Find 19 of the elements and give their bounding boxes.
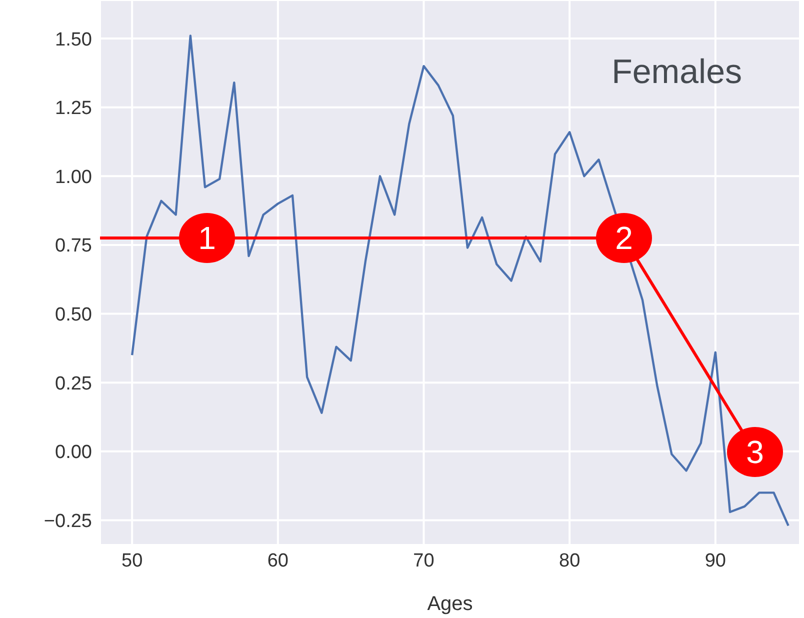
y-tick-label: 0.25	[55, 373, 92, 394]
x-tick-label: 90	[704, 550, 726, 572]
y-tick-label: 1.00	[55, 166, 92, 188]
y-tick-label: 0.00	[55, 442, 92, 464]
x-tick-label: 80	[559, 550, 580, 572]
annotation: 3	[746, 434, 764, 470]
y-tick-label: −0.25	[44, 510, 92, 532]
x-tick-label: 60	[267, 550, 288, 572]
y-tick-label: 1.50	[55, 29, 92, 50]
x-tick-label: 70	[413, 550, 434, 572]
annotation: 1	[198, 220, 216, 256]
y-tick-label: 0.50	[55, 304, 92, 326]
y-tick-label: 1.25	[55, 98, 92, 120]
text: Females	[612, 52, 742, 91]
x-axis-title: Ages	[427, 593, 473, 615]
annotation: 2	[615, 220, 633, 256]
x-tick-label: 50	[122, 550, 143, 572]
y-tick-label: 0.75	[55, 236, 92, 257]
line-series	[130, 34, 790, 527]
